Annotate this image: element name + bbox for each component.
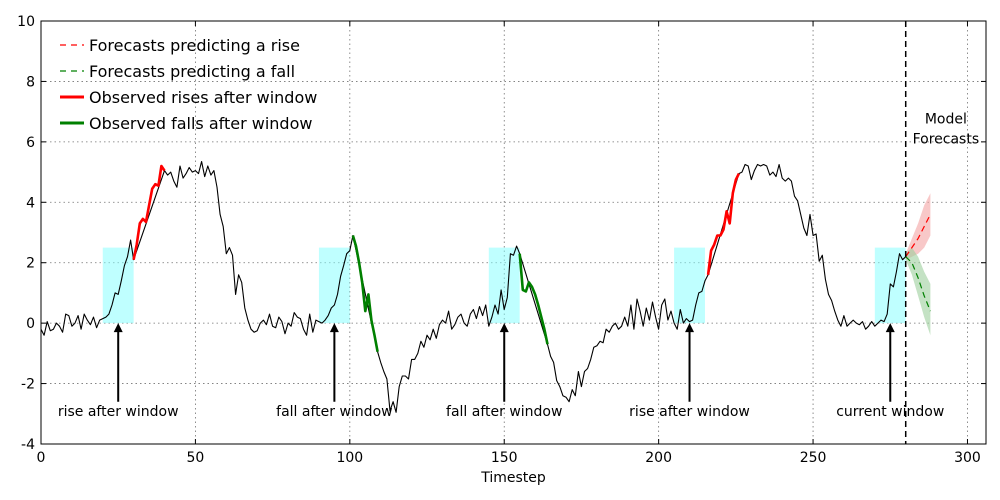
x-tick-label: 50 — [186, 450, 204, 466]
observed-rise-line — [132, 164, 166, 260]
forecast-rise-line — [905, 214, 931, 258]
annotation-arrow-head — [885, 323, 895, 333]
window-highlight — [102, 247, 134, 324]
window-highlight — [674, 247, 705, 324]
observed-fall-line — [351, 235, 379, 353]
y-tick-label: 8 — [26, 74, 35, 90]
x-tick-label: 150 — [491, 450, 518, 466]
annotation-label: rise after window — [58, 404, 179, 420]
annotation-label: rise after window — [629, 404, 750, 420]
forecast-fall-band — [905, 247, 931, 336]
x-tick-label: 0 — [37, 450, 46, 466]
x-axis-label: Timestep — [480, 470, 546, 486]
y-tick-label: -2 — [21, 377, 35, 393]
annotations: rise after window fall after window fall a… — [58, 323, 944, 420]
annotation-arrow-head — [499, 323, 509, 333]
y-tick-label: 0 — [26, 316, 35, 332]
y-tick-label: -4 — [21, 437, 35, 453]
legend-label: Forecasts predicting a fall — [89, 62, 295, 81]
x-tick-label: 200 — [645, 450, 672, 466]
current-time-marker: Model Forecasts — [904, 21, 980, 444]
annotation-label: fall after window — [276, 404, 392, 420]
grid — [41, 21, 986, 444]
forecast-bands — [905, 193, 931, 336]
axes: 0 50 100 150 200 250 300 -4 -2 0 2 4 6 8 10 Timestep — [17, 14, 987, 486]
legend-label: Forecasts predicting a rise — [89, 36, 300, 55]
x-tick-label: 250 — [800, 450, 827, 466]
x-tick-label: 100 — [336, 450, 363, 466]
y-tick-label: 10 — [17, 14, 35, 30]
forecast-fall-line — [905, 256, 931, 312]
forecast-label-line1: Model — [925, 112, 967, 128]
forecast-rise-band — [905, 193, 931, 260]
y-tick-label: 2 — [26, 256, 35, 272]
annotation-label: current window — [836, 404, 944, 420]
y-tick-label: 4 — [26, 195, 35, 211]
window-highlights — [102, 247, 906, 324]
legend-label: Observed falls after window — [89, 114, 312, 133]
x-tick-label: 300 — [954, 450, 981, 466]
annotation-arrow-head — [685, 323, 695, 333]
observed-rise-line — [706, 173, 741, 275]
legend: Forecasts predicting a rise Forecasts pre… — [60, 36, 317, 133]
annotation-arrow-head — [329, 323, 339, 333]
observed-fall-line — [518, 253, 549, 345]
series-lines — [40, 160, 931, 413]
forecast-label-line2: Forecasts — [913, 131, 980, 147]
legend-label: Observed rises after window — [89, 88, 317, 107]
annotation-arrow-head — [113, 323, 123, 333]
plot-frame — [40, 20, 987, 445]
annotation-label: fall after window — [446, 404, 562, 420]
observed-line — [40, 160, 907, 413]
y-tick-label: 6 — [26, 135, 35, 151]
